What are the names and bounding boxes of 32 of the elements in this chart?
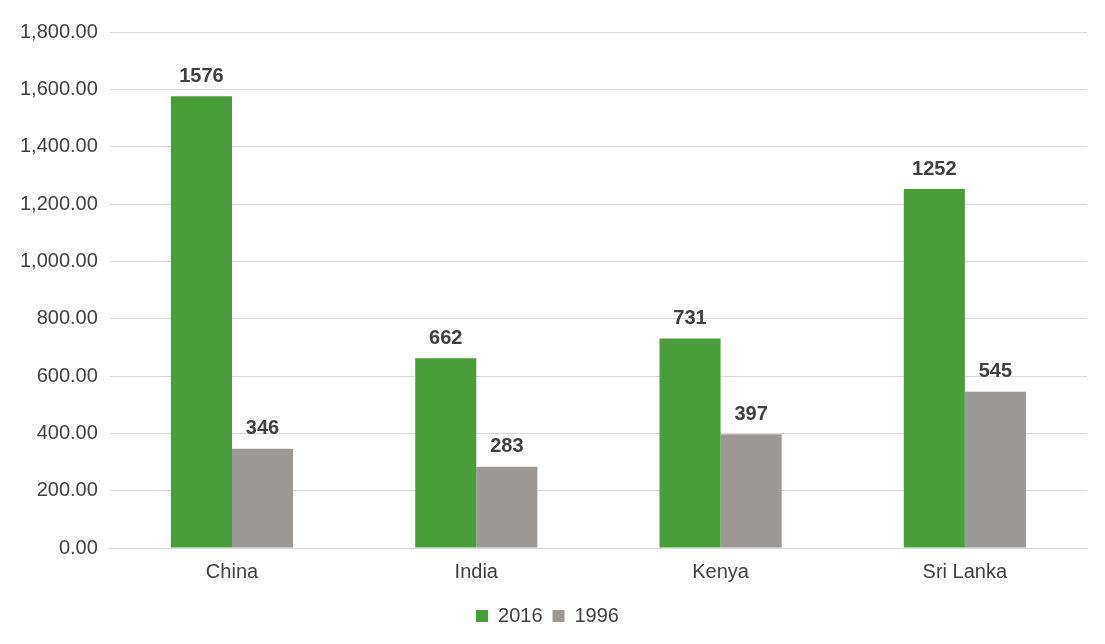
y-tick-label: 200.00 bbox=[36, 478, 98, 501]
x-tick-label: China bbox=[205, 559, 259, 582]
y-tick-label: 1,200.00 bbox=[19, 191, 98, 214]
data-label: 1252 bbox=[912, 156, 957, 179]
bar bbox=[903, 189, 965, 548]
y-tick-label: 400.00 bbox=[36, 420, 98, 443]
y-tick-label: 600.00 bbox=[36, 363, 98, 386]
bar bbox=[964, 391, 1026, 548]
y-tick-label: 0.00 bbox=[58, 535, 98, 558]
data-label: 731 bbox=[673, 305, 707, 328]
data-label: 283 bbox=[490, 434, 524, 457]
data-label: 1576 bbox=[179, 63, 224, 86]
data-label: 545 bbox=[978, 359, 1013, 382]
y-tick-label: 1,600.00 bbox=[19, 76, 98, 99]
data-label: 397 bbox=[734, 401, 768, 424]
x-tick-label: Kenya bbox=[692, 559, 750, 582]
y-tick-label: 1,400.00 bbox=[19, 134, 98, 157]
bar bbox=[170, 96, 232, 548]
y-tick-label: 1,000.00 bbox=[19, 248, 98, 271]
x-tick-label: India bbox=[454, 559, 499, 582]
data-label: 662 bbox=[429, 325, 463, 348]
bar bbox=[659, 338, 721, 548]
y-tick-label: 800.00 bbox=[36, 306, 98, 329]
bar bbox=[476, 466, 538, 548]
legend-label: 2016 bbox=[498, 603, 543, 626]
bar bbox=[232, 448, 294, 548]
bar bbox=[720, 434, 782, 548]
legend-label: 1996 bbox=[574, 603, 619, 626]
x-tick-label: Sri Lanka bbox=[922, 559, 1008, 582]
data-label: 346 bbox=[245, 416, 280, 439]
bar bbox=[415, 358, 477, 548]
y-tick-label: 1,800.00 bbox=[19, 19, 98, 42]
